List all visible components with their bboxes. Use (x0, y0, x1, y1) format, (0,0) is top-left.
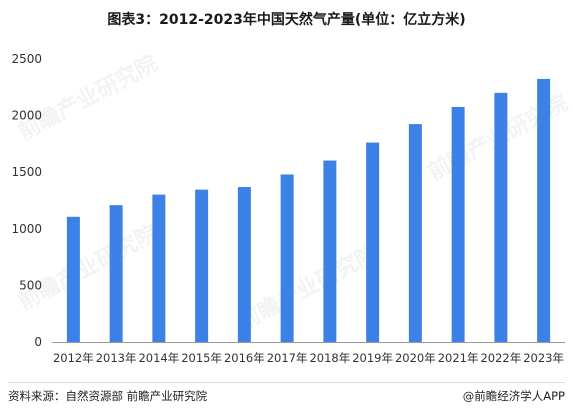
x-tick-label: 2016年 (224, 351, 265, 365)
bar-2019年 (366, 142, 380, 342)
y-tick-label: 2500 (11, 52, 42, 66)
bar-2020年 (408, 124, 422, 342)
bar-2014年 (152, 194, 166, 342)
x-tick-label: 2012年 (53, 351, 94, 365)
x-tick-label: 2023年 (523, 351, 564, 365)
bar-2013年 (109, 205, 123, 342)
bar-2021年 (451, 106, 465, 343)
brand-label: @前瞻经济学人APP (462, 389, 565, 403)
bar-2018年 (323, 160, 337, 342)
x-tick-label: 2015年 (181, 351, 222, 365)
bar-2015年 (195, 189, 209, 342)
y-tick-label: 2000 (11, 109, 42, 123)
x-tick-label: 2014年 (138, 351, 179, 365)
bar-2012年 (66, 216, 80, 342)
bar-2023年 (537, 78, 551, 342)
footer: 资料来源：自然资源部 前瞻产业研究院 @前瞻经济学人APP (8, 388, 565, 408)
footer-divider (8, 382, 565, 383)
x-tick-label: 2020年 (395, 351, 436, 365)
y-tick-label: 1500 (11, 165, 42, 179)
chart-title: 图表3：2012-2023年中国天然气产量(单位：亿立方米) (107, 12, 466, 28)
bar-chart: 0 500 1000 1500 2000 2500 2012年 2013年 2014年 2015… (11, 52, 565, 365)
x-tick-label: 2022年 (480, 351, 521, 365)
y-tick-label: 0 (34, 335, 42, 349)
x-tick-label: 2018年 (309, 351, 350, 365)
bar-2022年 (494, 92, 508, 342)
bar-2016年 (237, 187, 251, 342)
x-tick-label: 2017年 (267, 351, 308, 365)
x-tick-label: 2013年 (96, 351, 137, 365)
y-tick-label: 500 (19, 278, 42, 292)
x-tick-label: 2019年 (352, 351, 393, 365)
bar-2017年 (280, 174, 294, 342)
x-tick-label: 2021年 (438, 351, 479, 365)
source-note: 资料来源：自然资源部 前瞻产业研究院 (8, 389, 208, 403)
y-tick-label: 1000 (11, 222, 42, 236)
